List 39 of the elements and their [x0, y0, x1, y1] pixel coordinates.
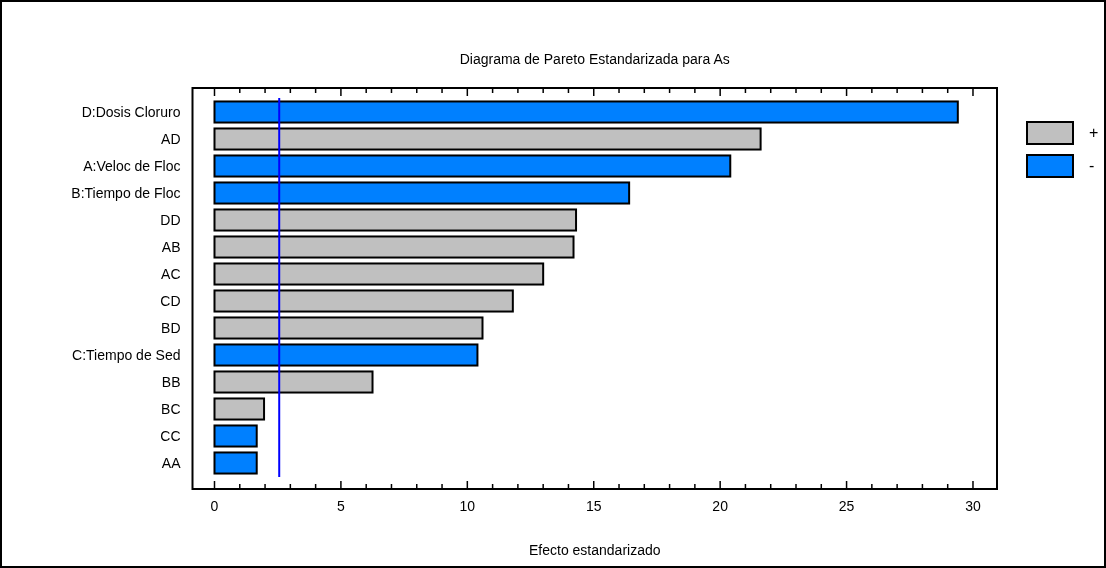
bar — [213, 181, 631, 205]
y-tick-label: AB — [161, 239, 181, 255]
bar — [213, 235, 575, 259]
bar — [213, 397, 266, 421]
bar — [213, 208, 578, 232]
bar — [213, 100, 959, 124]
chart-title: Diagrama de Pareto Estandarizada para As — [459, 51, 730, 67]
x-tick-label: 30 — [965, 498, 981, 514]
bar — [213, 424, 258, 448]
y-tick-label: BC — [161, 401, 181, 417]
y-tick-label: CC — [160, 428, 181, 444]
x-tick-label: 0 — [210, 498, 219, 514]
x-tick-label: 20 — [712, 498, 729, 514]
bar — [213, 343, 479, 367]
x-tick-label: 25 — [838, 498, 855, 514]
y-tick-label: BD — [161, 320, 181, 336]
y-tick-label: D:Dosis Cloruro — [81, 104, 181, 120]
y-tick-label: AD — [161, 131, 181, 147]
bar — [213, 127, 762, 151]
bar — [213, 451, 258, 475]
x-tick-label: 10 — [459, 498, 476, 514]
y-tick-label: CD — [160, 293, 181, 309]
bar — [213, 289, 514, 313]
y-tick-label: A:Veloc de Floc — [83, 158, 181, 174]
bar — [213, 316, 484, 340]
legend-label: + — [1089, 124, 1099, 141]
bar — [213, 370, 374, 394]
x-axis-title: Efecto estandarizado — [528, 542, 661, 558]
x-tick-label: 5 — [337, 498, 346, 514]
y-tick-label: AC — [161, 266, 181, 282]
legend-label: - — [1089, 157, 1095, 174]
y-tick-label: AA — [161, 455, 182, 471]
y-tick-label: B:Tiempo de Floc — [71, 185, 181, 201]
y-tick-label: BB — [161, 374, 181, 390]
bar — [213, 154, 732, 178]
x-tick-label: 15 — [585, 498, 602, 514]
y-tick-label: C:Tiempo de Sed — [72, 347, 181, 363]
y-tick-label: DD — [160, 212, 181, 228]
bar — [213, 262, 545, 286]
